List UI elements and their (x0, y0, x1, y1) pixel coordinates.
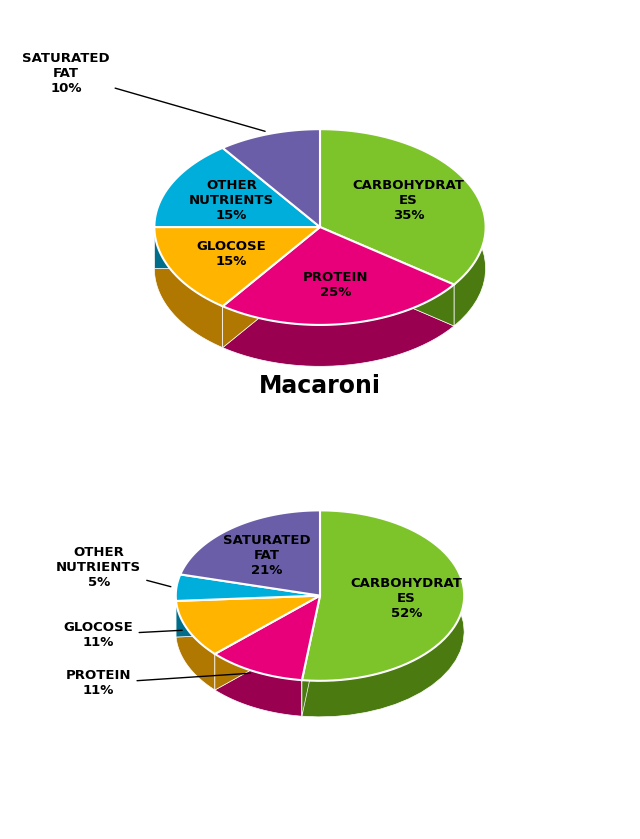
Polygon shape (223, 227, 320, 347)
Polygon shape (154, 227, 320, 268)
Text: SATURATED
FAT
21%: SATURATED FAT 21% (223, 534, 311, 576)
Polygon shape (154, 227, 320, 306)
Text: CARBOHYDRAT
ES
52%: CARBOHYDRAT ES 52% (351, 577, 462, 620)
Polygon shape (302, 510, 464, 717)
Text: CARBOHYDRAT
ES
35%: CARBOHYDRAT ES 35% (353, 179, 465, 221)
Polygon shape (320, 227, 454, 326)
Text: GLOCOSE
11%: GLOCOSE 11% (64, 621, 182, 649)
Polygon shape (302, 596, 320, 717)
Polygon shape (320, 129, 486, 326)
Polygon shape (223, 227, 454, 325)
Polygon shape (215, 596, 320, 690)
Text: PROTEIN
25%: PROTEIN 25% (303, 271, 368, 299)
Polygon shape (176, 596, 320, 654)
Text: PROTEIN
11%: PROTEIN 11% (66, 670, 250, 697)
Polygon shape (302, 596, 320, 717)
Polygon shape (176, 575, 180, 637)
Polygon shape (223, 284, 454, 367)
Polygon shape (180, 510, 320, 596)
Text: the nutritional consistency of two dinners: the nutritional consistency of two dinne… (40, 791, 600, 816)
Polygon shape (320, 227, 454, 326)
Polygon shape (223, 129, 320, 227)
Text: Macaroni: Macaroni (259, 373, 381, 398)
Polygon shape (154, 148, 320, 227)
Polygon shape (320, 129, 486, 284)
Polygon shape (176, 601, 215, 690)
Polygon shape (176, 596, 320, 637)
Polygon shape (215, 654, 302, 717)
Polygon shape (223, 227, 320, 347)
Text: OTHER
NUTRIENTS
5%: OTHER NUTRIENTS 5% (56, 546, 171, 589)
Polygon shape (176, 596, 320, 637)
Text: SATURATED
FAT
10%: SATURATED FAT 10% (22, 53, 265, 132)
Text: GLOCOSE
15%: GLOCOSE 15% (196, 240, 266, 268)
Polygon shape (154, 227, 320, 268)
Polygon shape (215, 596, 320, 680)
Text: OTHER
NUTRIENTS
15%: OTHER NUTRIENTS 15% (189, 179, 274, 221)
Polygon shape (154, 148, 223, 268)
Polygon shape (302, 510, 464, 680)
Polygon shape (176, 575, 320, 601)
Polygon shape (215, 596, 320, 690)
Polygon shape (154, 227, 223, 347)
